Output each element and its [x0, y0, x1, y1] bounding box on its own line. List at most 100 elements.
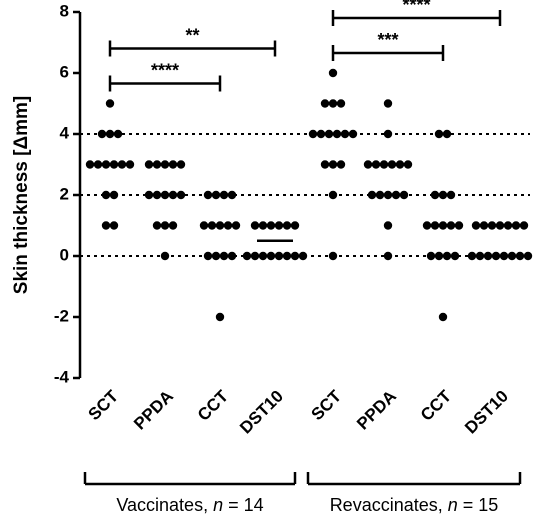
data-point	[85, 160, 95, 169]
data-point	[160, 221, 170, 230]
data-point	[426, 251, 436, 261]
data-point	[328, 251, 338, 261]
data-point	[383, 221, 393, 230]
data-point	[282, 221, 292, 230]
x-tick-label: DST10	[461, 387, 512, 438]
data-point	[467, 251, 477, 261]
data-point	[403, 160, 413, 169]
data-point	[105, 99, 115, 108]
data-point	[203, 251, 213, 261]
data-point	[152, 190, 162, 200]
data-point	[515, 251, 525, 261]
data-point	[113, 129, 123, 139]
data-point	[160, 190, 170, 200]
data-point	[176, 190, 186, 200]
data-point	[211, 190, 221, 200]
x-tick-label: PPDA	[130, 387, 177, 434]
data-point	[250, 251, 260, 261]
group-label: Revaccinates, n = 15	[330, 495, 499, 515]
data-point	[438, 312, 448, 322]
group-n-value: = 15	[463, 495, 499, 515]
y-tick-label: 4	[60, 123, 70, 142]
data-point	[383, 251, 393, 261]
y-tick-label: 2	[60, 184, 69, 203]
data-point	[274, 221, 284, 230]
data-point	[336, 99, 346, 108]
data-point	[523, 251, 533, 261]
significance-label: **	[185, 25, 199, 45]
data-point	[475, 251, 485, 261]
data-point	[434, 251, 444, 261]
data-point	[266, 221, 276, 230]
data-point	[434, 129, 444, 139]
data-point	[290, 221, 300, 230]
data-point	[290, 251, 300, 261]
data-point	[383, 129, 393, 139]
data-point	[168, 190, 178, 200]
data-point	[242, 251, 252, 261]
data-point	[399, 190, 409, 200]
data-point	[383, 190, 393, 200]
y-tick-label: -4	[54, 367, 70, 386]
y-tick-label: 8	[60, 1, 69, 20]
data-point	[109, 190, 119, 200]
group-n-value: = 14	[228, 495, 264, 515]
data-point	[442, 251, 452, 261]
data-point	[383, 99, 393, 108]
y-tick-label: -2	[54, 306, 69, 325]
data-point	[348, 129, 358, 139]
data-point	[503, 221, 513, 230]
data-point	[320, 99, 330, 108]
x-tick-label: SCT	[85, 386, 123, 424]
data-point	[308, 129, 318, 139]
data-point	[375, 190, 385, 200]
data-point	[328, 99, 338, 108]
data-point	[282, 251, 292, 261]
data-point	[479, 221, 489, 230]
data-point	[328, 68, 338, 78]
significance-label: ****	[402, 0, 430, 15]
data-point	[442, 129, 452, 139]
x-tick-label: PPDA	[353, 387, 400, 434]
data-point	[211, 251, 221, 261]
data-point	[471, 221, 481, 230]
data-point	[144, 190, 154, 200]
y-tick-label: 6	[60, 62, 69, 81]
data-point	[336, 160, 346, 169]
data-point	[511, 221, 521, 230]
data-point	[274, 251, 284, 261]
x-tick-label: CCT	[417, 386, 456, 425]
data-point	[125, 160, 135, 169]
group-name: Vaccinates,	[116, 495, 208, 515]
significance-label: ***	[377, 30, 398, 50]
data-point	[109, 221, 119, 230]
y-tick-label: 0	[60, 245, 69, 264]
data-point	[328, 190, 338, 200]
significance-label: ****	[151, 60, 179, 80]
data-point	[203, 190, 213, 200]
data-point	[298, 251, 308, 261]
data-point	[266, 251, 276, 261]
data-point	[105, 129, 115, 139]
data-point	[258, 221, 268, 230]
data-point	[250, 221, 260, 230]
data-point	[168, 221, 178, 230]
x-tick-label: DST10	[236, 387, 287, 438]
data-point	[219, 251, 229, 261]
data-point	[101, 221, 111, 230]
data-point	[450, 251, 460, 261]
data-point	[227, 251, 237, 261]
data-point	[97, 129, 107, 139]
data-point	[495, 221, 505, 230]
group-label: Vaccinates, n = 14	[116, 495, 263, 515]
data-point	[101, 190, 111, 200]
data-point	[430, 190, 440, 200]
data-point	[160, 251, 170, 261]
y-axis-label: Skin thickness [Δmm]	[11, 96, 32, 294]
data-point	[215, 312, 225, 322]
data-point	[227, 190, 237, 200]
data-point	[519, 221, 529, 230]
data-point	[219, 190, 229, 200]
data-point	[438, 190, 448, 200]
